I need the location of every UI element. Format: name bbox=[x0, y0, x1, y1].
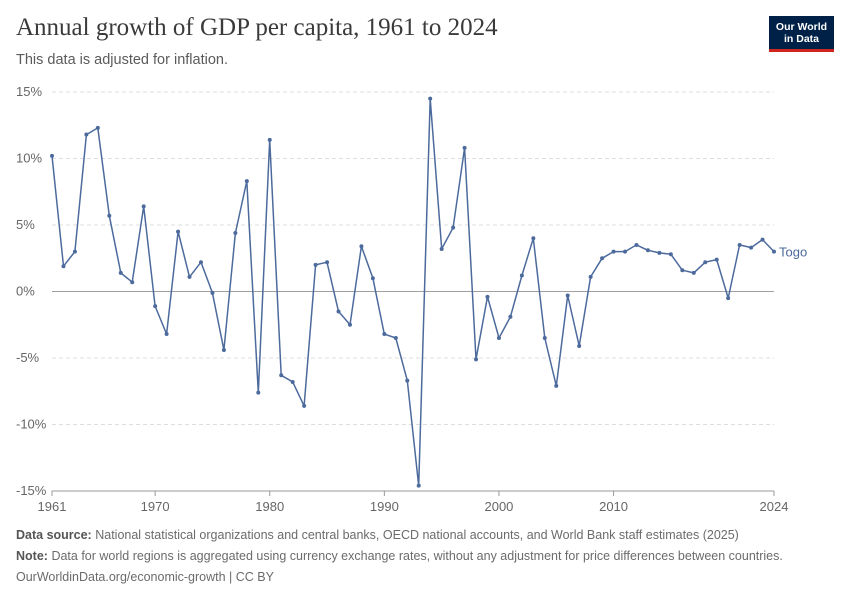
data-point bbox=[519, 273, 524, 278]
data-point bbox=[623, 249, 628, 254]
series-line bbox=[51, 97, 775, 487]
data-point bbox=[256, 390, 261, 395]
data-point bbox=[611, 249, 616, 254]
data-point bbox=[313, 262, 318, 267]
data-point bbox=[244, 179, 249, 184]
data-point bbox=[84, 132, 89, 137]
data-point bbox=[680, 268, 685, 273]
data-point bbox=[439, 246, 444, 251]
data-point bbox=[405, 378, 410, 383]
data-point bbox=[485, 294, 490, 299]
data-point bbox=[657, 250, 662, 255]
data-point bbox=[233, 230, 238, 235]
x-tick-label: 2000 bbox=[484, 499, 513, 514]
logo-line-1: Our World bbox=[775, 21, 828, 33]
data-point bbox=[61, 264, 66, 269]
logo-line-2: in Data bbox=[783, 33, 819, 45]
line-chart[interactable]: 15% 10% 5% 0% -5% -10% -15%1961 1970 1980 1990 200… bbox=[0, 0, 850, 520]
data-point bbox=[691, 270, 696, 275]
data-point bbox=[462, 145, 467, 150]
data-point bbox=[153, 304, 158, 309]
data-point bbox=[565, 293, 570, 298]
data-point bbox=[737, 242, 742, 247]
data-point bbox=[416, 483, 421, 488]
chart-title: Annual growth of GDP per capita, 1961 to… bbox=[16, 14, 498, 41]
data-point bbox=[749, 245, 754, 250]
y-tick-label: -10% bbox=[16, 417, 47, 432]
data-point bbox=[221, 348, 226, 353]
owid-logo[interactable]: Our World in Data bbox=[769, 16, 834, 52]
data-point bbox=[382, 332, 387, 337]
data-point bbox=[370, 276, 375, 281]
data-point bbox=[336, 309, 341, 314]
series-label: Togo bbox=[779, 245, 807, 260]
data-point bbox=[187, 274, 192, 279]
data-point bbox=[290, 379, 295, 384]
data-point bbox=[726, 296, 731, 301]
y-tick-label: 10% bbox=[16, 151, 42, 166]
x-tick-label: 1970 bbox=[141, 499, 170, 514]
data-point bbox=[50, 153, 54, 158]
data-point bbox=[703, 260, 708, 265]
data-point bbox=[393, 336, 398, 341]
data-point bbox=[279, 373, 284, 378]
data-point bbox=[428, 96, 433, 101]
data-point bbox=[347, 322, 352, 327]
data-point bbox=[198, 260, 203, 265]
data-point bbox=[302, 403, 307, 408]
data-point bbox=[325, 260, 330, 265]
data-point bbox=[645, 248, 650, 253]
x-tick-label: 1980 bbox=[255, 499, 284, 514]
data-point bbox=[496, 336, 501, 341]
data-point bbox=[210, 290, 215, 295]
data-point bbox=[451, 225, 456, 230]
data-point bbox=[588, 274, 593, 279]
data-point bbox=[164, 332, 169, 337]
data-point bbox=[554, 383, 559, 388]
data-point bbox=[141, 204, 146, 209]
data-point bbox=[542, 336, 547, 341]
data-point bbox=[176, 229, 181, 234]
data-source-text: National statistical organizations and c… bbox=[95, 528, 739, 542]
data-point bbox=[118, 270, 123, 275]
data-point bbox=[714, 257, 719, 262]
source-url[interactable]: OurWorldinData.org/economic-growth | CC … bbox=[16, 570, 274, 584]
y-tick-label: 0% bbox=[16, 284, 35, 299]
x-tick-label: 2024 bbox=[760, 499, 789, 514]
data-point bbox=[577, 344, 582, 349]
data-point bbox=[474, 357, 479, 362]
x-tick-label: 1990 bbox=[370, 499, 399, 514]
data-point bbox=[130, 280, 135, 285]
data-point bbox=[267, 137, 272, 142]
y-tick-label: -15% bbox=[16, 483, 47, 498]
x-tick-label: 2010 bbox=[599, 499, 628, 514]
data-point bbox=[359, 244, 364, 249]
data-point bbox=[107, 213, 112, 218]
y-tick-label: 15% bbox=[16, 84, 42, 99]
data-point bbox=[600, 256, 605, 261]
note-label: Note: bbox=[16, 549, 48, 563]
data-point bbox=[760, 237, 765, 242]
data-source: Data source: National statistical organi… bbox=[16, 528, 739, 542]
chart-subtitle: This data is adjusted for inflation. bbox=[16, 52, 228, 68]
data-point bbox=[508, 314, 513, 319]
data-point bbox=[634, 242, 639, 247]
data-point bbox=[668, 252, 673, 257]
y-tick-label: 5% bbox=[16, 217, 35, 232]
data-point bbox=[531, 236, 536, 241]
data-point bbox=[95, 125, 100, 130]
data-point bbox=[72, 249, 77, 254]
x-tick-label: 1961 bbox=[38, 499, 67, 514]
note-text: Data for world regions is aggregated usi… bbox=[51, 549, 783, 563]
data-point bbox=[772, 249, 776, 254]
chart-note: Note: Data for world regions is aggregat… bbox=[16, 549, 783, 563]
data-source-label: Data source: bbox=[16, 528, 92, 542]
y-tick-label: -5% bbox=[16, 350, 40, 365]
